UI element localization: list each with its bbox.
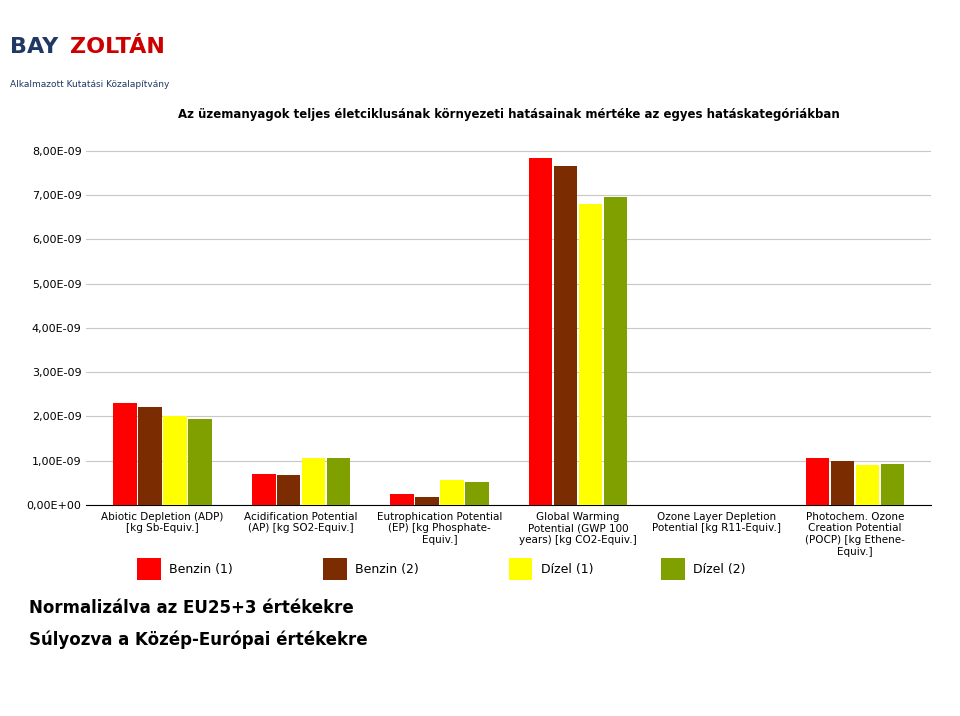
Bar [276,475,300,505]
Text: Budapest, 2009. szeptember 23.: Budapest, 2009. szeptember 23. [547,681,803,695]
FancyBboxPatch shape [323,558,347,580]
FancyBboxPatch shape [660,558,684,580]
Bar [441,480,464,505]
Bar [604,198,627,505]
Text: Dízel (1): Dízel (1) [540,563,593,576]
Text: Benzin (2): Benzin (2) [355,563,419,576]
Text: Dízel (2): Dízel (2) [693,563,746,576]
Bar [163,416,187,505]
FancyBboxPatch shape [509,558,533,580]
Bar [529,158,553,505]
Text: Benzin és Dízel termékek összehasonlító elemzése: Benzin és Dízel termékek összehasonlító … [294,54,892,74]
Bar [138,407,162,505]
Bar [326,458,350,505]
Bar [391,494,414,505]
Bar [252,474,276,505]
Bar [579,204,602,505]
Bar [880,464,904,505]
FancyBboxPatch shape [137,558,160,580]
Text: ZOLTÁN: ZOLTÁN [70,37,165,57]
Text: Normalizálva az EU25+3 értékekre: Normalizálva az EU25+3 értékekre [29,599,353,616]
Bar [554,167,577,505]
Text: Súlyozva a Közép-Európai értékekre: Súlyozva a Közép-Európai értékekre [29,631,368,649]
Bar [188,419,212,505]
Bar [301,458,325,505]
Text: Alkalmazott Kutatási Közalapítvány: Alkalmazott Kutatási Közalapítvány [10,79,169,89]
Bar [465,482,489,505]
Text: V. Életciklus-elemzési (LCA) szakmai konferencia: V. Életciklus-elemzési (LCA) szakmai kon… [22,681,403,695]
Bar [416,497,439,505]
Bar [805,458,829,505]
Text: Benzin (1): Benzin (1) [169,563,233,576]
Bar [113,403,137,505]
Bar [855,465,879,505]
Text: BAY: BAY [10,37,58,57]
Bar [830,460,854,505]
Title: Az üzemanyagok teljes életciklusának környezeti hatásainak mértéke az egyes hatá: Az üzemanyagok teljes életciklusának kör… [178,108,840,121]
